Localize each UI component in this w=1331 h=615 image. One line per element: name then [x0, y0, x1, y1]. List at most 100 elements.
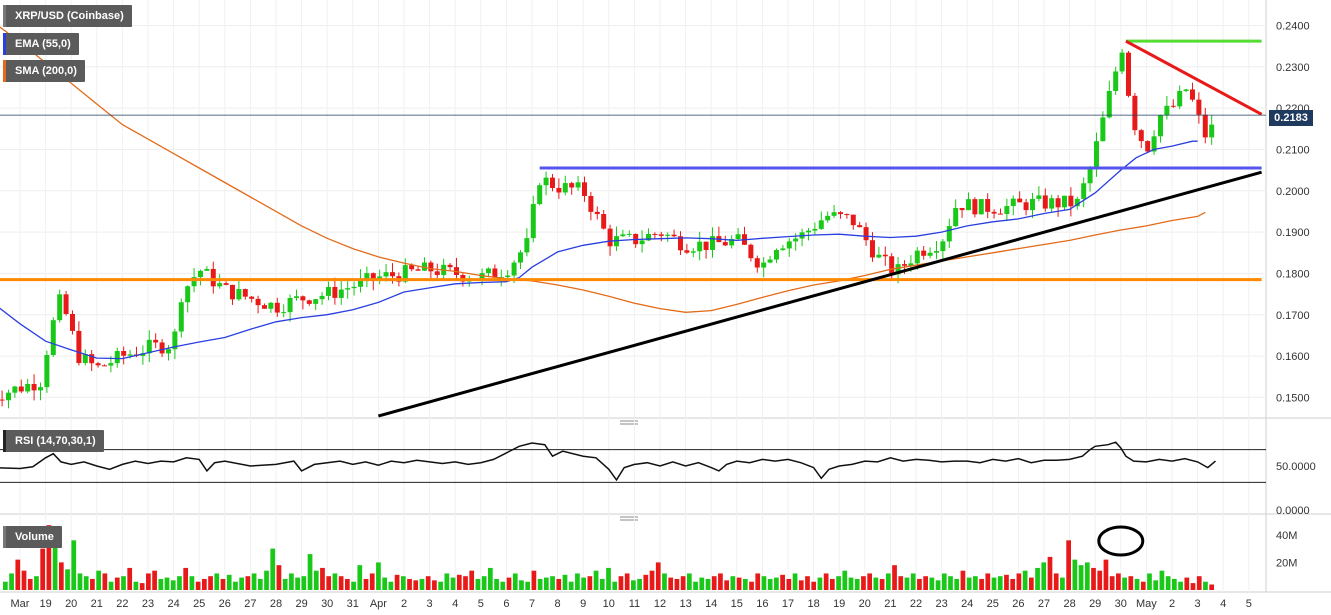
volume-bar: [730, 576, 736, 590]
time-tick-label: 20: [65, 598, 77, 610]
volume-bar: [15, 559, 21, 590]
volume-bar: [276, 565, 282, 590]
volume-bar: [344, 578, 350, 590]
candle-down: [229, 284, 235, 300]
candle-down: [31, 384, 37, 391]
candle-down: [1017, 198, 1023, 203]
volume-bar: [127, 567, 133, 590]
candle-down: [1023, 202, 1029, 211]
ema-swatch: [3, 33, 6, 55]
candle-down: [1170, 105, 1176, 107]
volume-bar: [1041, 562, 1047, 590]
price-tick-label: 0.2100: [1276, 144, 1310, 156]
candle-up: [620, 234, 626, 237]
candle-up: [780, 248, 786, 250]
candle-up: [197, 270, 203, 278]
candle-up: [268, 302, 274, 309]
volume-bar: [811, 581, 817, 590]
time-tick-label: 26: [1012, 598, 1024, 610]
candle-down: [601, 214, 607, 229]
candle-down: [69, 313, 75, 331]
candle-up: [940, 241, 946, 252]
candle-down: [991, 211, 997, 214]
candle-up: [530, 204, 536, 239]
volume-bar: [705, 578, 711, 590]
volume-bar: [543, 577, 549, 590]
price-tick-label: 0.2000: [1276, 186, 1310, 198]
volume-bar: [749, 581, 754, 590]
candle-up: [351, 286, 357, 289]
candle-down: [242, 289, 248, 297]
volume-bar: [923, 576, 928, 590]
candle-up: [761, 262, 767, 268]
volume-bar: [121, 576, 126, 590]
candle-down: [677, 236, 683, 251]
candle-up: [805, 230, 811, 233]
candle-down: [1145, 141, 1151, 152]
volume-bar: [419, 578, 425, 590]
candle-up: [1209, 124, 1215, 138]
volume-tick-label: 40M: [1276, 530, 1297, 542]
volume-panel: [3, 525, 1215, 590]
candle-down: [1042, 195, 1048, 209]
candle-up: [204, 268, 210, 271]
volume-bar: [438, 581, 443, 590]
candle-down: [0, 399, 5, 401]
volume-bar: [102, 573, 108, 590]
volume-bar: [935, 580, 941, 590]
rsi-panel: [0, 441, 1266, 483]
volume-bar: [606, 567, 611, 590]
time-tick-label: 31: [347, 598, 359, 610]
candle-up: [793, 238, 799, 242]
time-tick-label: Mar: [11, 598, 30, 610]
time-tick-label: 3: [1195, 598, 1201, 610]
volume-bar: [867, 573, 873, 590]
volume-bar: [755, 573, 761, 590]
volume-bar: [96, 570, 101, 590]
volume-bar: [736, 577, 742, 590]
candle-up: [927, 252, 933, 256]
candle-up: [537, 185, 543, 205]
time-tick-label: 16: [756, 598, 768, 610]
price-axis: 0.24000.23000.22000.21000.20000.19000.18…: [1276, 20, 1316, 569]
candle-up: [767, 259, 773, 263]
volume-bar: [21, 570, 27, 590]
volume-bar: [301, 576, 307, 590]
volume-bar: [960, 570, 966, 590]
candle-down: [389, 272, 395, 277]
candle-down: [255, 298, 261, 306]
candle-down: [703, 241, 709, 250]
volume-bar: [711, 576, 717, 590]
volume-swatch: [3, 526, 6, 548]
volume-bar: [1165, 576, 1171, 590]
candle-down: [447, 264, 453, 268]
price-panel: [0, 26, 1266, 418]
candle-up: [825, 215, 831, 221]
candle-up: [946, 226, 952, 242]
volume-bar: [257, 578, 263, 590]
volume-bar: [1084, 562, 1090, 590]
volume-bar: [550, 576, 555, 590]
candle-down: [274, 302, 280, 313]
volume-bar: [220, 578, 226, 590]
candle-down: [1125, 52, 1131, 96]
volume-bar: [1010, 578, 1016, 590]
volume-bar: [376, 562, 381, 590]
candle-down: [1068, 195, 1074, 207]
volume-bar: [861, 576, 866, 590]
volume-bar: [83, 576, 89, 590]
candle-down: [249, 296, 255, 299]
price-tick-label: 0.1700: [1276, 310, 1310, 322]
candle-up: [236, 289, 242, 300]
volume-bar: [873, 577, 879, 590]
time-tick-label: 28: [270, 598, 282, 610]
volume-bar: [326, 576, 332, 590]
candle-down: [869, 240, 875, 258]
volume-bar: [1035, 567, 1040, 590]
volume-bar: [1190, 583, 1196, 590]
volume-bar: [201, 578, 207, 590]
candle-up: [575, 182, 581, 188]
volume-bar: [587, 576, 593, 590]
volume-bar: [320, 567, 325, 590]
